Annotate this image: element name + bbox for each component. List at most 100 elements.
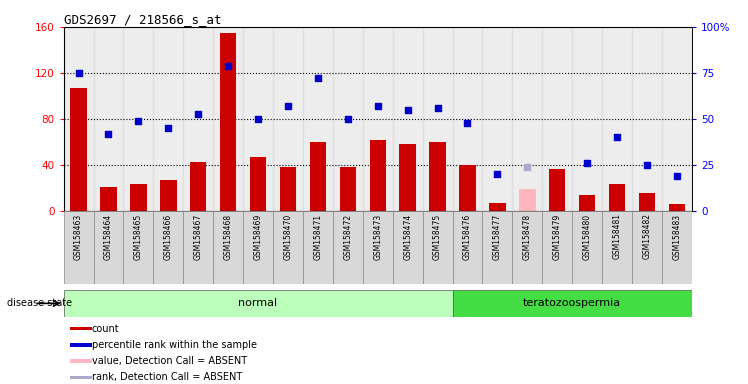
Bar [669, 204, 685, 211]
Bar [310, 142, 326, 211]
Point [462, 120, 473, 126]
Bar [572, 27, 602, 211]
Text: GSM158477: GSM158477 [493, 214, 502, 260]
Bar [183, 27, 213, 211]
Point [73, 70, 85, 76]
Point [342, 116, 354, 122]
Bar [482, 27, 512, 211]
Text: normal: normal [239, 298, 278, 308]
Bar [243, 27, 273, 211]
Bar [632, 211, 662, 284]
Point [521, 164, 533, 170]
Text: count: count [92, 323, 120, 334]
Bar [70, 359, 93, 363]
Bar [549, 169, 565, 211]
Bar [213, 27, 243, 211]
Bar [123, 211, 153, 284]
Point [402, 107, 414, 113]
Text: GDS2697 / 218566_s_at: GDS2697 / 218566_s_at [64, 13, 221, 26]
Bar [482, 211, 512, 284]
Point [611, 134, 623, 141]
Text: GSM158469: GSM158469 [254, 214, 263, 260]
Point [162, 125, 174, 131]
Bar [572, 211, 602, 284]
Bar [602, 27, 632, 211]
Text: value, Detection Call = ABSENT: value, Detection Call = ABSENT [92, 356, 247, 366]
Point [282, 103, 294, 109]
Text: GSM158465: GSM158465 [134, 214, 143, 260]
Bar [243, 211, 273, 284]
Bar [429, 142, 446, 211]
Point [581, 160, 593, 166]
Bar [64, 211, 94, 284]
Bar [453, 211, 482, 284]
Text: GSM158474: GSM158474 [403, 214, 412, 260]
Bar [519, 189, 536, 211]
Bar [130, 184, 147, 211]
Bar [363, 27, 393, 211]
Bar [220, 33, 236, 211]
Bar [303, 211, 333, 284]
Bar [399, 144, 416, 211]
Bar [94, 211, 123, 284]
Text: GSM158466: GSM158466 [164, 214, 173, 260]
Bar [393, 27, 423, 211]
Bar [183, 211, 213, 284]
Text: GSM158479: GSM158479 [553, 214, 562, 260]
Bar [639, 193, 655, 211]
Bar [100, 187, 117, 211]
Bar [662, 27, 692, 211]
Bar [662, 211, 692, 284]
Bar [512, 27, 542, 211]
Text: GSM158470: GSM158470 [283, 214, 292, 260]
Text: GSM158482: GSM158482 [643, 214, 652, 259]
Point [312, 75, 324, 81]
Bar [602, 211, 632, 284]
Bar [632, 27, 662, 211]
Bar [303, 27, 333, 211]
Bar [70, 343, 93, 347]
Text: GSM158471: GSM158471 [313, 214, 322, 260]
Bar [153, 27, 183, 211]
Bar [579, 195, 595, 211]
Bar [333, 211, 363, 284]
Bar [273, 211, 303, 284]
Bar [64, 290, 453, 317]
Bar [363, 211, 393, 284]
Text: percentile rank within the sample: percentile rank within the sample [92, 340, 257, 350]
Bar [370, 140, 386, 211]
Text: GSM158478: GSM158478 [523, 214, 532, 260]
Bar [70, 326, 93, 331]
Point [132, 118, 144, 124]
Bar [250, 157, 266, 211]
Text: teratozoospermia: teratozoospermia [523, 298, 622, 308]
Text: rank, Detection Call = ABSENT: rank, Detection Call = ABSENT [92, 372, 242, 382]
Bar [489, 203, 506, 211]
Bar [542, 27, 572, 211]
Bar [190, 162, 206, 211]
Bar [423, 27, 453, 211]
Point [491, 171, 503, 177]
Text: GSM158472: GSM158472 [343, 214, 352, 260]
Point [641, 162, 653, 168]
Bar [393, 211, 423, 284]
Bar [423, 211, 453, 284]
Point [432, 105, 444, 111]
Point [671, 173, 683, 179]
Point [192, 111, 204, 117]
Text: GSM158475: GSM158475 [433, 214, 442, 260]
Bar [273, 27, 303, 211]
Bar [453, 290, 692, 317]
Bar [512, 211, 542, 284]
Point [222, 63, 234, 69]
Text: GSM158476: GSM158476 [463, 214, 472, 260]
Text: GSM158468: GSM158468 [224, 214, 233, 260]
Bar [453, 27, 482, 211]
Point [102, 131, 114, 137]
Text: GSM158483: GSM158483 [672, 214, 681, 260]
Bar [70, 376, 93, 379]
Bar [153, 211, 183, 284]
Text: GSM158463: GSM158463 [74, 214, 83, 260]
Text: disease state: disease state [7, 298, 73, 308]
Bar [340, 167, 356, 211]
